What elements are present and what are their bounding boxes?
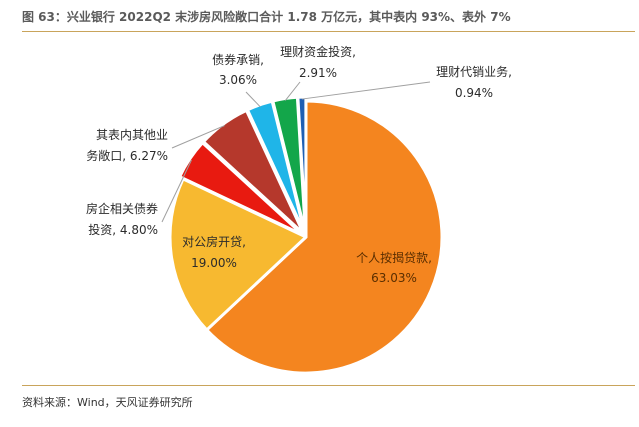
leader-line-wealth-investment [284, 81, 301, 101]
leader-line-developer-bonds [161, 159, 192, 223]
source-note: 资料来源：Wind，天风证券研究所 [22, 396, 193, 409]
leader-line-wealth-distribution [301, 81, 431, 100]
pie-slices [168, 95, 444, 375]
slice-value-developer-loans: 19.00% [191, 256, 237, 270]
pie-slice-developer-loans [168, 177, 308, 332]
leader-line-bond-underwriting [245, 91, 261, 108]
slice-value-mortgage: 63.03% [371, 271, 417, 285]
slice-value-other-onbalance: 务敞口, 6.27% [86, 148, 168, 163]
leader-lines [161, 81, 431, 223]
slice-label-mortgage: 个人按揭贷款, [356, 250, 432, 265]
pie-slice-mortgage [205, 99, 444, 375]
slice-value-bond-underwriting: 3.06% [219, 73, 257, 87]
slice-label-bond-underwriting: 债券承销, [212, 52, 264, 67]
bottom-divider [22, 385, 635, 386]
top-divider [22, 31, 635, 32]
slice-label-developer-loans: 对公房开贷, [182, 234, 246, 249]
leader-line-other-onbalance [171, 125, 225, 149]
slice-value-wealth-distribution: 0.94% [455, 86, 493, 100]
chart-title: 图 63：兴业银行 2022Q2 末涉房风险敞口合计 1.78 万亿元，其中表内… [22, 10, 511, 24]
slice-value-wealth-investment: 2.91% [299, 66, 337, 80]
slice-label-other-onbalance: 其表内其他业 [96, 128, 168, 142]
slice-label-wealth-distribution: 理财代销业务, [436, 64, 512, 79]
pie-slice-wealth-distribution [296, 95, 308, 235]
slice-value-developer-bonds: 投资, 4.80% [88, 222, 158, 237]
slice-label-developer-bonds: 房企相关债券 [86, 201, 158, 216]
slice-label-wealth-investment: 理财资金投资, [280, 44, 356, 59]
